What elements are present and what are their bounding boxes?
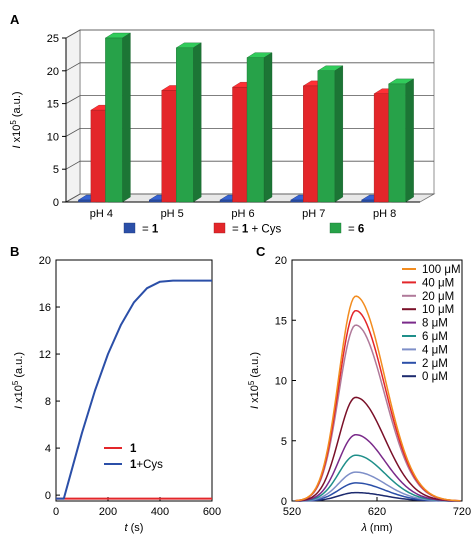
- y-tick-label: 0: [53, 197, 59, 209]
- legend-label: = 1 + Cys: [232, 224, 281, 236]
- panel-letter-b: B: [10, 244, 19, 259]
- spectrum-line: [295, 434, 461, 502]
- legend-label: 10 μM: [422, 304, 454, 316]
- legend-label: 8 μM: [422, 318, 448, 330]
- y-tick-label: 20: [275, 255, 287, 267]
- legend-label: 2 μM: [422, 358, 448, 370]
- y-tick-label: 15: [275, 315, 287, 327]
- y-tick-label: 16: [39, 302, 51, 314]
- x-tick-label: 600: [203, 506, 221, 518]
- x-tick-label: pH 8: [373, 208, 396, 220]
- x-tick-label: 520: [283, 506, 301, 518]
- legend-label: = 6: [348, 224, 364, 236]
- x-axis-label: λ (nm): [360, 522, 392, 534]
- legend-label: 1+Cys: [130, 459, 163, 471]
- legend-label: 6 μM: [422, 331, 448, 343]
- legend-label: 1: [130, 443, 137, 455]
- legend-swatch: [213, 222, 226, 234]
- x-tick-label: 400: [151, 506, 169, 518]
- x-tick-label: pH 6: [231, 208, 254, 220]
- y-tick-label: 4: [45, 443, 51, 455]
- y-axis-label: I x105 (a.u.): [11, 352, 25, 409]
- gridline: [65, 29, 434, 39]
- x-tick-label: pH 4: [90, 208, 113, 220]
- bar: [246, 57, 265, 203]
- panel-letter-c: C: [256, 244, 266, 259]
- y-tick-label: 10: [47, 131, 59, 143]
- y-tick-label: 8: [45, 396, 51, 408]
- y-tick-label: 5: [281, 436, 287, 448]
- x-tick-label: pH 7: [302, 208, 325, 220]
- bar-side: [122, 32, 131, 203]
- y-tick-label: 0: [45, 490, 51, 502]
- x-tick-label: pH 5: [161, 208, 184, 220]
- y-tick-label: 20: [47, 66, 59, 78]
- bar-side: [405, 78, 414, 203]
- legend-label: 40 μM: [422, 277, 454, 289]
- x-tick-label: 0: [53, 506, 59, 518]
- x-tick-label: 620: [368, 506, 386, 518]
- x-axis-label: t (s): [125, 522, 144, 534]
- bar-side: [263, 52, 273, 203]
- x-tick-label: 720: [453, 506, 471, 518]
- legend-label: = 1: [142, 224, 159, 236]
- gridline: [65, 62, 434, 72]
- plot-frame: [55, 259, 213, 502]
- legend-swatch: [123, 222, 136, 234]
- bar-side: [334, 65, 343, 203]
- bar: [105, 37, 123, 203]
- bar: [317, 70, 335, 203]
- spectrum-line: [295, 295, 461, 502]
- y-tick-label: 20: [39, 255, 51, 267]
- panel-letter-a: A: [10, 12, 20, 27]
- legend-swatch: [329, 222, 342, 234]
- side-wall: [65, 29, 81, 203]
- legend-label: 100 μM: [422, 264, 461, 276]
- legend-label: 4 μM: [422, 344, 448, 356]
- legend-label: 0 μM: [422, 371, 448, 383]
- series-line: [56, 279, 212, 500]
- y-tick-label: 0: [281, 496, 287, 508]
- y-tick-label: 5: [53, 164, 59, 176]
- y-tick-label: 25: [47, 33, 59, 45]
- bar: [175, 47, 194, 203]
- y-tick-label: 12: [39, 349, 51, 361]
- y-axis-label: I x105 (a.u.): [247, 352, 261, 409]
- y-tick-label: 10: [275, 376, 287, 388]
- y-tick-label: 15: [47, 99, 59, 111]
- x-tick-label: 200: [99, 506, 117, 518]
- spectrum-line: [295, 396, 461, 502]
- chart-a: 0 5 10 15 20 25 pH 4 pH 5 pH 6 pH 7 pH 8 I x105 (a.…: [9, 29, 436, 236]
- bar-side: [192, 42, 202, 203]
- legend-label: 20 μM: [422, 291, 454, 303]
- bar: [388, 83, 406, 203]
- y-axis-label: I x105 (a.u.): [9, 91, 23, 148]
